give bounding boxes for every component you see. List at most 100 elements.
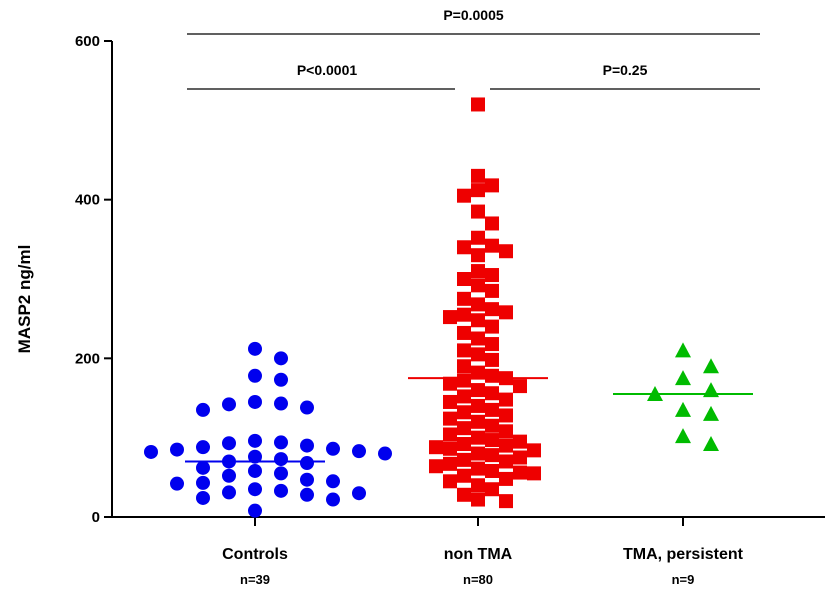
non-tma-data-point bbox=[499, 424, 513, 439]
controls-data-point bbox=[274, 466, 288, 481]
controls-data-point bbox=[274, 435, 288, 450]
non-tma-data-point bbox=[499, 392, 513, 407]
non-tma-data-point bbox=[457, 405, 471, 420]
x-category-label: non TMA bbox=[444, 546, 513, 563]
y-tick-label: 0 bbox=[92, 509, 100, 526]
non-tma-data-point bbox=[513, 450, 527, 465]
x-category-label: TMA, persistent bbox=[623, 546, 744, 563]
non-tma-data-point bbox=[513, 379, 527, 394]
controls-data-point bbox=[248, 463, 262, 478]
controls-data-point bbox=[222, 485, 236, 500]
non-tma-data-point bbox=[499, 408, 513, 423]
controls-data-point bbox=[196, 490, 210, 505]
tma-persistent-data-point bbox=[675, 428, 691, 444]
non-tma-data-point bbox=[485, 178, 499, 193]
non-tma-data-point bbox=[457, 272, 471, 286]
non-tma-data-point bbox=[471, 230, 485, 245]
controls-data-point bbox=[248, 341, 262, 356]
non-tma-data-point bbox=[443, 427, 457, 442]
controls-data-point bbox=[378, 446, 392, 461]
non-tma-data-point bbox=[457, 437, 471, 452]
non-tma-data-point bbox=[471, 204, 485, 219]
non-tma-data-point bbox=[485, 283, 499, 298]
non-tma-data-point bbox=[443, 474, 457, 489]
non-tma-data-point bbox=[499, 244, 513, 259]
non-tma-data-point bbox=[499, 471, 513, 486]
non-tma-data-point bbox=[429, 459, 443, 474]
controls-data-point bbox=[300, 456, 314, 471]
non-tma-data-point bbox=[485, 433, 499, 448]
non-tma-data-point bbox=[457, 421, 471, 436]
non-tma-data-point bbox=[499, 494, 513, 509]
non-tma-data-point bbox=[471, 383, 485, 398]
non-tma-data-point bbox=[443, 310, 457, 325]
controls-data-point bbox=[222, 468, 236, 483]
non-tma-data-point bbox=[457, 307, 471, 322]
p-value-label: P=0.25 bbox=[603, 62, 648, 78]
tma-persistent-data-point bbox=[675, 370, 691, 386]
non-tma-data-point bbox=[471, 97, 485, 112]
controls-data-point bbox=[248, 368, 262, 383]
non-tma-data-point bbox=[499, 454, 513, 469]
non-tma-data-point bbox=[485, 482, 499, 497]
controls-data-point bbox=[222, 436, 236, 451]
non-tma-data-point bbox=[471, 414, 485, 429]
non-tma-data-point bbox=[513, 434, 527, 449]
non-tma-data-point bbox=[471, 248, 485, 263]
controls-data-point bbox=[300, 438, 314, 453]
controls-data-point bbox=[196, 402, 210, 417]
non-tma-data-point bbox=[443, 456, 457, 471]
controls-data-point bbox=[196, 460, 210, 475]
non-tma-data-point bbox=[499, 438, 513, 453]
tma-persistent-data-point bbox=[703, 436, 719, 452]
y-axis-title: MASP2 ng/ml bbox=[15, 245, 34, 354]
controls-data-point bbox=[248, 433, 262, 448]
non-tma-data-point bbox=[485, 302, 499, 317]
controls-data-point bbox=[274, 351, 288, 366]
non-tma-data-point bbox=[485, 368, 499, 383]
non-tma-data-point bbox=[457, 325, 471, 340]
non-tma-data-point bbox=[471, 313, 485, 328]
controls-data-point bbox=[300, 400, 314, 415]
non-tma-data-point bbox=[485, 337, 499, 352]
non-tma-data-point bbox=[457, 487, 471, 502]
controls-data-point bbox=[170, 476, 184, 491]
non-tma-data-point bbox=[485, 418, 499, 433]
controls-data-point bbox=[274, 452, 288, 467]
p-value-label: P=0.0005 bbox=[443, 7, 504, 23]
controls-data-point bbox=[196, 475, 210, 490]
non-tma-data-point bbox=[471, 347, 485, 362]
controls-data-point bbox=[274, 483, 288, 498]
controls-data-point bbox=[248, 449, 262, 464]
y-tick-label: 200 bbox=[75, 350, 100, 367]
non-tma-data-point bbox=[457, 188, 471, 203]
controls-data-point bbox=[326, 492, 340, 507]
axes bbox=[104, 40, 825, 526]
tma-persistent-data-point bbox=[703, 358, 719, 374]
median-lines bbox=[185, 377, 753, 463]
controls-data-point bbox=[170, 442, 184, 457]
non-tma-data-point bbox=[485, 352, 499, 367]
y-tick-label: 600 bbox=[75, 33, 100, 50]
non-tma-data-point bbox=[457, 373, 471, 388]
controls-data-point bbox=[274, 372, 288, 387]
non-tma-data-point bbox=[471, 478, 485, 493]
controls-data-point bbox=[222, 397, 236, 412]
non-tma-data-point bbox=[485, 386, 499, 401]
non-tma-data-point bbox=[485, 402, 499, 417]
non-tma-data-point bbox=[471, 331, 485, 346]
non-tma-data-point bbox=[443, 394, 457, 409]
significance-brackets: P=0.0005 P<0.0001 P=0.25 bbox=[187, 7, 760, 90]
tma-persistent-data-point bbox=[675, 401, 691, 417]
non-tma-data-point bbox=[471, 168, 485, 183]
non-tma-data-point bbox=[429, 440, 443, 455]
non-tma-data-point bbox=[471, 365, 485, 380]
non-tma-data-point bbox=[457, 240, 471, 255]
non-tma-data-point bbox=[443, 411, 457, 426]
non-tma-data-point bbox=[457, 389, 471, 404]
non-tma-data-point bbox=[485, 268, 499, 283]
non-tma-data-point bbox=[471, 398, 485, 413]
controls-data-point bbox=[326, 474, 340, 489]
data-points bbox=[144, 97, 719, 518]
